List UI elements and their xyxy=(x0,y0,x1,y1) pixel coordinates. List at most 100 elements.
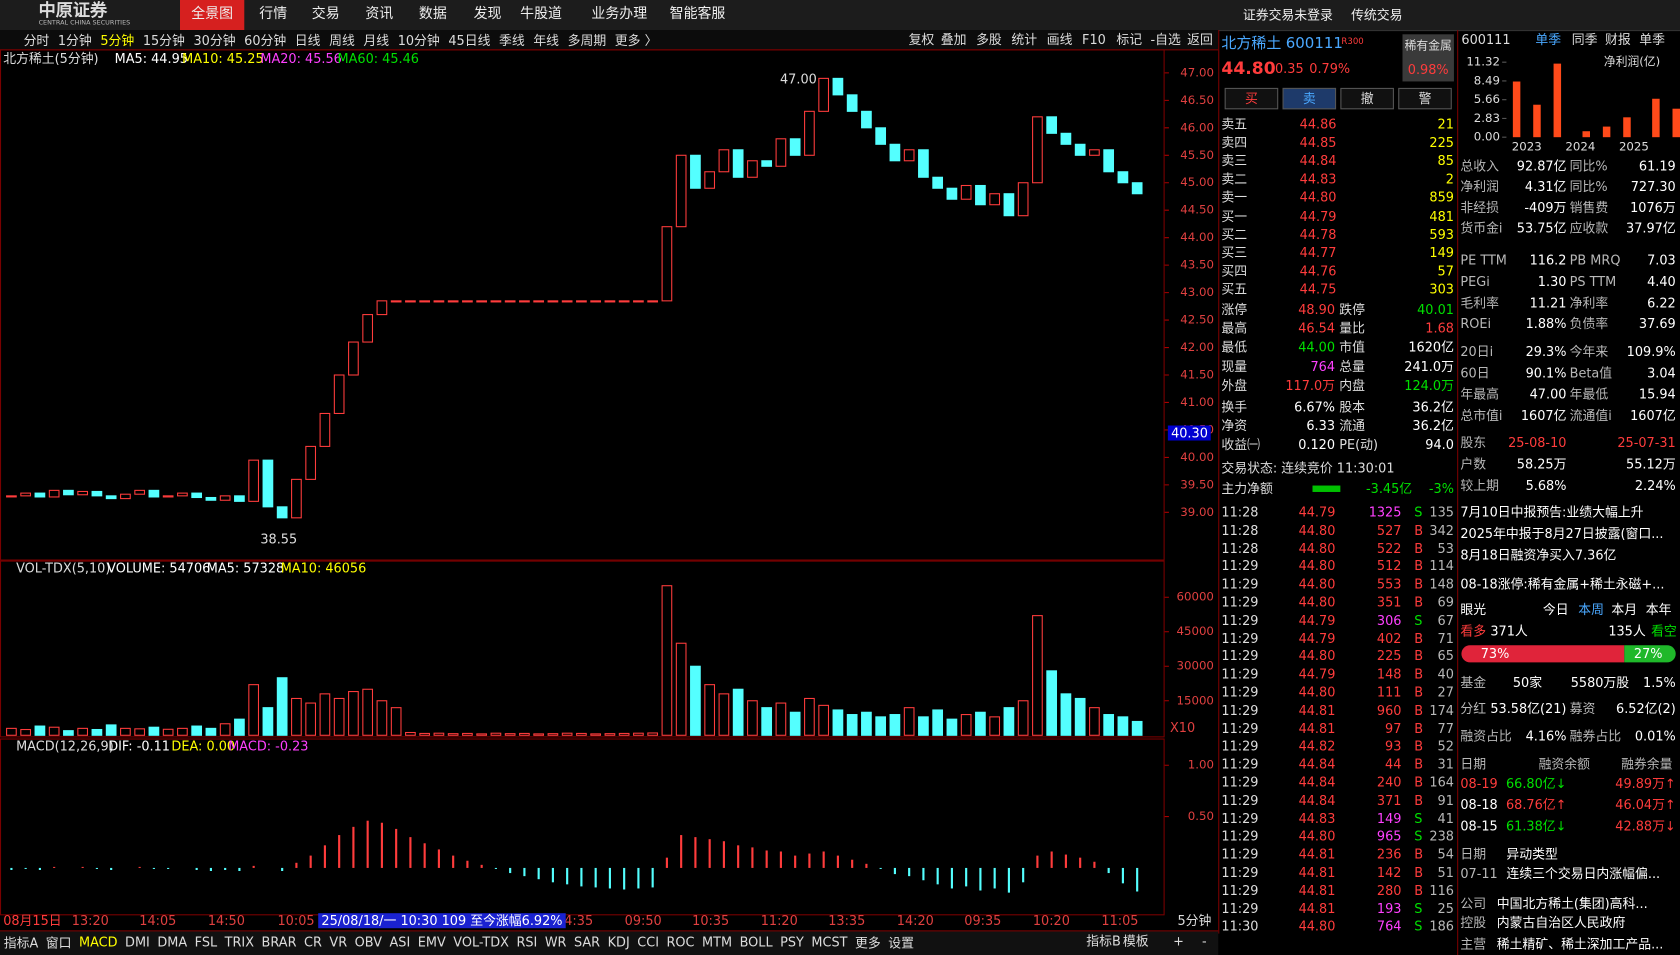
indicator-tab[interactable]: SAR xyxy=(573,934,601,950)
indicator-tab[interactable]: VOL-TDX xyxy=(453,934,509,950)
ma-label: MA10: 45.25 xyxy=(182,51,264,67)
menu-item[interactable]: 业务办理 xyxy=(591,6,648,23)
side-text: 116.2 xyxy=(1529,252,1567,268)
trade-button-label[interactable]: 警 xyxy=(1418,91,1432,107)
indicator-tab[interactable]: MACD xyxy=(79,934,118,950)
tab-button[interactable]: + xyxy=(1173,933,1184,949)
period[interactable]: 分时 xyxy=(23,32,50,48)
side-tab[interactable]: 同季 xyxy=(1571,32,1598,48)
indicator-tab[interactable]: FSL xyxy=(194,934,218,950)
menu-item[interactable]: 全景图 xyxy=(191,6,234,23)
tool-button[interactable]: 复权 xyxy=(908,32,935,48)
tab-button[interactable]: - xyxy=(1201,933,1207,949)
side-tab[interactable]: 单季 xyxy=(1535,32,1562,48)
indicator-tab[interactable]: PSY xyxy=(780,934,804,950)
tick-count: 69 xyxy=(1437,594,1454,610)
candle xyxy=(846,94,858,112)
trade-button[interactable] xyxy=(1224,87,1279,110)
indicator-tab[interactable]: CCI xyxy=(637,934,659,950)
indicator-tab[interactable]: DMA xyxy=(157,934,188,950)
side-text: 1.88% xyxy=(1525,316,1567,332)
indicator-tab[interactable]: EMV xyxy=(417,934,446,950)
stat-value: 94.0 xyxy=(1425,437,1454,453)
tool-button[interactable]: -自选 xyxy=(1150,32,1181,48)
period[interactable]: 45日线 xyxy=(448,32,491,48)
indicator-tab[interactable]: 设置 xyxy=(888,935,914,951)
price-tick: 40.00 xyxy=(1180,450,1214,464)
trade-button[interactable] xyxy=(1282,87,1337,110)
tool-button[interactable]: 画线 xyxy=(1046,32,1073,48)
tick-volume: 960 xyxy=(1376,702,1402,718)
trade-button[interactable] xyxy=(1398,87,1452,110)
tool-button[interactable]: 多股 xyxy=(976,32,1002,48)
menu-item[interactable]: 智能客服 xyxy=(669,6,726,23)
change: 0.35 xyxy=(1275,61,1304,77)
trade-button[interactable] xyxy=(1340,87,1394,110)
tick-side: B xyxy=(1414,594,1424,610)
menu-item[interactable]: 发现 xyxy=(473,6,502,23)
indicator-tab[interactable]: RSI xyxy=(516,934,538,950)
indicator-tab[interactable]: ROC xyxy=(666,934,695,950)
side-tab[interactable]: 单季 xyxy=(1639,32,1666,48)
tab-button[interactable]: 指标B xyxy=(1086,933,1121,949)
tool-button[interactable]: 标记 xyxy=(1116,32,1143,48)
indicator-tab[interactable]: TRIX xyxy=(224,934,255,950)
mini-year: 2023 xyxy=(1512,139,1542,153)
volume-tick: 15000 xyxy=(1176,693,1213,707)
top-link[interactable]: 证券交易未登录 xyxy=(1242,7,1333,23)
stat-value: 6.33 xyxy=(1306,418,1336,434)
menu-item[interactable]: 行情 xyxy=(259,6,288,23)
indicator-tab[interactable]: BRAR xyxy=(261,934,297,950)
tool-button[interactable]: 叠加 xyxy=(940,32,967,48)
period[interactable]: 多周期 xyxy=(567,32,607,48)
menu-item[interactable]: 交易 xyxy=(311,6,340,23)
period[interactable]: 30分钟 xyxy=(193,32,236,48)
indicator-tab[interactable]: KDJ xyxy=(607,934,630,950)
period[interactable]: 15分钟 xyxy=(142,32,185,48)
indicator-tab[interactable]: ASI xyxy=(389,934,411,950)
macd-value: DEA: 0.00 xyxy=(171,738,236,754)
period[interactable]: 更多 〉 xyxy=(614,32,658,48)
indicator-tab[interactable]: 窗口 xyxy=(45,935,72,951)
side-text: 90.1% xyxy=(1525,365,1567,381)
indicator-tab[interactable]: MTM xyxy=(702,934,733,950)
top-link[interactable]: 传统交易 xyxy=(1351,7,1403,23)
period[interactable]: 10分钟 xyxy=(397,32,440,48)
tab-button[interactable]: 模板 xyxy=(1122,933,1149,949)
tick-time: 11:29 xyxy=(1221,702,1259,718)
tool-button[interactable]: F10 xyxy=(1082,32,1106,48)
tick-price: 44.80 xyxy=(1298,576,1336,592)
tick-price: 44.80 xyxy=(1298,558,1336,574)
tick-price: 44.81 xyxy=(1298,720,1336,736)
stat-label: PE(动) xyxy=(1339,437,1379,453)
period[interactable]: 周线 xyxy=(329,32,355,48)
tool-button[interactable]: 统计 xyxy=(1011,32,1038,48)
tool-button[interactable]: 返回 xyxy=(1187,32,1213,48)
candle xyxy=(647,300,659,303)
indicator-tab[interactable]: OBV xyxy=(354,934,383,950)
menu-item[interactable]: 数据 xyxy=(418,6,447,23)
indicator-tab[interactable]: WR xyxy=(544,934,567,950)
period[interactable]: 1分钟 xyxy=(57,32,92,48)
menu-item[interactable]: 资讯 xyxy=(365,6,394,23)
indicator-tab[interactable]: MCST xyxy=(811,934,848,950)
candle xyxy=(262,459,274,508)
period[interactable]: 月线 xyxy=(363,32,390,48)
side-text: 66.80亿↓ xyxy=(1505,776,1567,792)
indicator-tab[interactable]: BOLL xyxy=(739,934,773,950)
trade-button-label[interactable]: 撤 xyxy=(1360,91,1374,107)
side-tab[interactable]: 财报 xyxy=(1605,32,1631,48)
period[interactable]: 年线 xyxy=(533,32,560,48)
menu-item[interactable]: 牛股道 xyxy=(520,6,562,23)
period[interactable]: 季线 xyxy=(499,32,525,48)
indicator-tab[interactable]: VR xyxy=(329,934,348,950)
period[interactable]: 60分钟 xyxy=(244,32,287,48)
indicator-tab[interactable]: CR xyxy=(304,934,322,950)
trade-button-label[interactable]: 卖 xyxy=(1302,91,1316,107)
period[interactable]: 5分钟 xyxy=(100,32,135,48)
indicator-tab[interactable]: DMI xyxy=(125,934,150,950)
period[interactable]: 日线 xyxy=(294,32,321,48)
indicator-tab[interactable]: 更多 xyxy=(855,935,881,951)
indicator-tab[interactable]: 指标A xyxy=(3,935,39,951)
trade-button-label[interactable]: 买 xyxy=(1244,91,1258,107)
